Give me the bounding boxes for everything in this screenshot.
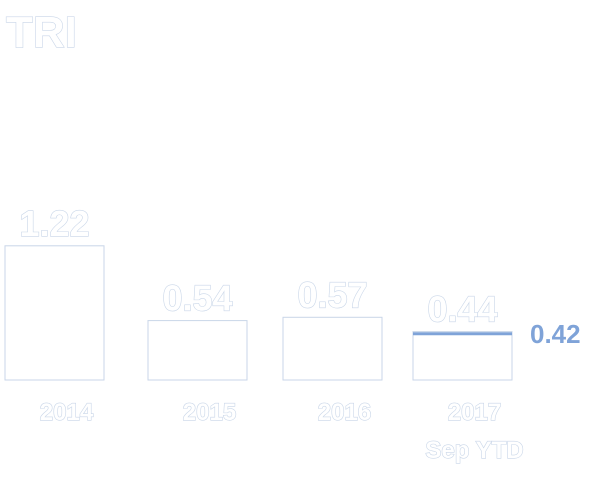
- bars-group: [4, 245, 513, 381]
- bar-2017: [412, 331, 513, 381]
- category-label-2014: 2014: [40, 399, 94, 426]
- value-label-2017: 0.44: [427, 289, 497, 330]
- category-label-2017: 2017: [448, 399, 501, 426]
- category-sublabel-2017: Sep YTD: [425, 437, 523, 464]
- value-label-2016: 0.57: [297, 274, 367, 315]
- category-label-2015: 2015: [183, 399, 236, 426]
- value-label-2015: 0.54: [162, 278, 232, 319]
- bar-2016: [282, 316, 383, 381]
- chart-title: TRI: [6, 8, 77, 57]
- value-label-2014: 1.22: [19, 203, 89, 244]
- category-label-2016: 2016: [318, 399, 371, 426]
- bar-2014: [4, 245, 105, 381]
- bar-2015: [147, 320, 248, 381]
- target-label: 0.42: [530, 319, 581, 349]
- labels-group: 1.22 2014 0.54 2015 0.57 2016 0.44 2017 Sep YTD 0…: [19, 202, 581, 464]
